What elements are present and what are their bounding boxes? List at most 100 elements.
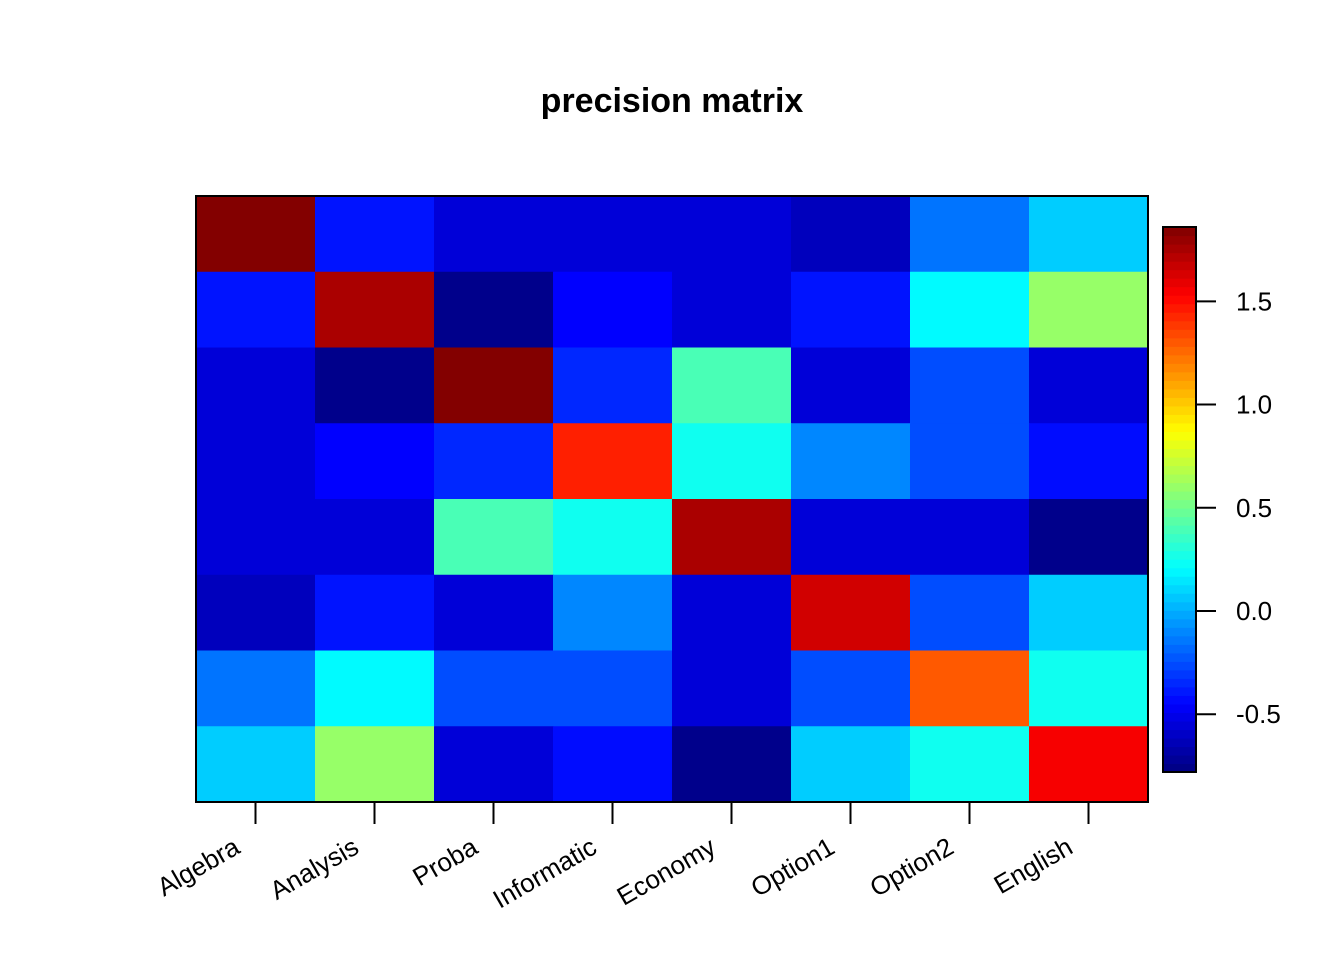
colorbar-swatch <box>1163 601 1196 611</box>
colorbar-swatch <box>1163 686 1196 696</box>
colorbar-swatch <box>1163 525 1196 535</box>
colorbar-swatch <box>1163 456 1196 467</box>
colorbar-frame <box>1162 226 1197 773</box>
colorbar-swatch <box>1163 542 1196 552</box>
heatmap-cell <box>315 196 435 273</box>
heatmap-cell <box>672 574 792 652</box>
heatmap-cell <box>910 271 1030 349</box>
heatmap-cell <box>672 423 792 500</box>
colorbar-swatch <box>1163 405 1196 415</box>
heatmap-cell <box>196 271 316 349</box>
colorbar-swatch <box>1163 261 1196 271</box>
colorbar-swatch <box>1163 627 1196 637</box>
heatmap-cell <box>196 650 316 727</box>
colorbar-swatch <box>1163 320 1196 330</box>
colorbar-swatch <box>1163 610 1196 620</box>
heatmap-cell <box>434 347 554 424</box>
colorbar-swatch <box>1163 584 1196 594</box>
heatmap-cell <box>434 650 554 727</box>
heatmap-cell <box>434 574 554 652</box>
colorbar-swatch <box>1163 227 1196 237</box>
colorbar-swatch <box>1163 635 1196 645</box>
colorbar-swatch <box>1163 388 1196 398</box>
colorbar-swatch <box>1163 754 1196 765</box>
heatmap-cell <box>672 347 792 424</box>
heatmap-cell <box>910 574 1030 652</box>
heatmap-cell <box>553 271 673 349</box>
colorbar-swatch <box>1163 499 1196 509</box>
heatmap-cell <box>434 726 554 803</box>
heatmap-cell <box>315 574 435 652</box>
colorbar-tick-label: -0.5 <box>1236 699 1281 729</box>
colorbar-swatch <box>1163 490 1196 501</box>
heatmap-cell <box>791 196 911 273</box>
colorbar-swatch <box>1163 729 1196 739</box>
heatmap-cell <box>553 423 673 500</box>
colorbar-tick-label: 1.0 <box>1236 390 1272 420</box>
colorbar-swatch <box>1163 312 1196 322</box>
heatmap-cell <box>910 196 1030 273</box>
colorbar-swatch <box>1163 763 1196 773</box>
heatmap-cell <box>791 726 911 803</box>
colorbar-swatch <box>1163 439 1196 450</box>
heatmap-cells <box>196 196 1149 803</box>
heatmap-cell <box>672 271 792 349</box>
colorbar-swatch <box>1163 422 1196 432</box>
colorbar-swatch <box>1163 329 1196 339</box>
heatmap-cell <box>791 271 911 349</box>
colorbar-swatch <box>1163 354 1196 364</box>
colorbar-swatch <box>1163 286 1196 296</box>
heatmap-cell <box>553 726 673 803</box>
x-tick-label: Economy <box>612 831 721 911</box>
colorbar-swatch <box>1163 380 1196 390</box>
heatmap-cell <box>910 347 1030 424</box>
heatmap-cell <box>791 499 911 576</box>
heatmap-cell <box>1029 499 1149 576</box>
heatmap-cell <box>434 196 554 273</box>
colorbar-swatch <box>1163 346 1196 356</box>
colorbar-swatch <box>1163 295 1196 305</box>
heatmap-cell <box>196 499 316 576</box>
colorbar: -0.5 0.0 0.5 1.0 1.5 <box>1162 226 1281 773</box>
colorbar-swatch <box>1163 737 1196 748</box>
plot-frame <box>195 195 1149 803</box>
colorbar-swatch <box>1163 559 1196 569</box>
heatmap-cell <box>315 271 435 349</box>
heatmap-cell <box>910 650 1030 727</box>
x-tick-label: Analysis <box>265 831 364 905</box>
heatmap-cell <box>1029 574 1149 652</box>
x-tick-label: English <box>989 831 1078 900</box>
chart-title: precision matrix <box>541 82 804 120</box>
heatmap-cell <box>196 347 316 424</box>
heatmap-cell <box>553 347 673 424</box>
heatmap-cell <box>791 574 911 652</box>
heatmap-cell <box>315 423 435 500</box>
heatmap-cell <box>196 423 316 500</box>
x-tick-label: Proba <box>407 831 483 892</box>
colorbar-swatch <box>1163 414 1196 424</box>
colorbar-swatch <box>1163 576 1196 586</box>
heatmap-cell <box>910 726 1030 803</box>
heatmap-cell <box>672 499 792 576</box>
colorbar-swatch <box>1163 516 1196 526</box>
colorbar-swatch <box>1163 550 1196 560</box>
x-tick-label: Algebra <box>152 831 245 902</box>
x-tick-label: Option2 <box>865 831 959 903</box>
colorbar-swatch <box>1163 644 1196 654</box>
colorbar-swatch <box>1163 252 1196 262</box>
colorbar-swatch <box>1163 303 1196 313</box>
heatmap-cell <box>672 196 792 273</box>
colorbar-tick-label: 0.0 <box>1236 596 1272 626</box>
heatmap-cell <box>1029 347 1149 424</box>
heatmap-cell <box>315 347 435 424</box>
colorbar-swatch <box>1163 269 1196 279</box>
colorbar-swatch <box>1163 473 1196 484</box>
colorbar-swatch <box>1163 720 1196 731</box>
heatmap-cell <box>791 423 911 500</box>
colorbar-swatch <box>1163 533 1196 543</box>
x-axis: Algebra Analysis Proba Informatic Economy Opt… <box>152 802 1090 914</box>
heatmap-cell <box>434 499 554 576</box>
colorbar-swatch <box>1163 567 1196 577</box>
colorbar-swatch <box>1163 397 1196 407</box>
